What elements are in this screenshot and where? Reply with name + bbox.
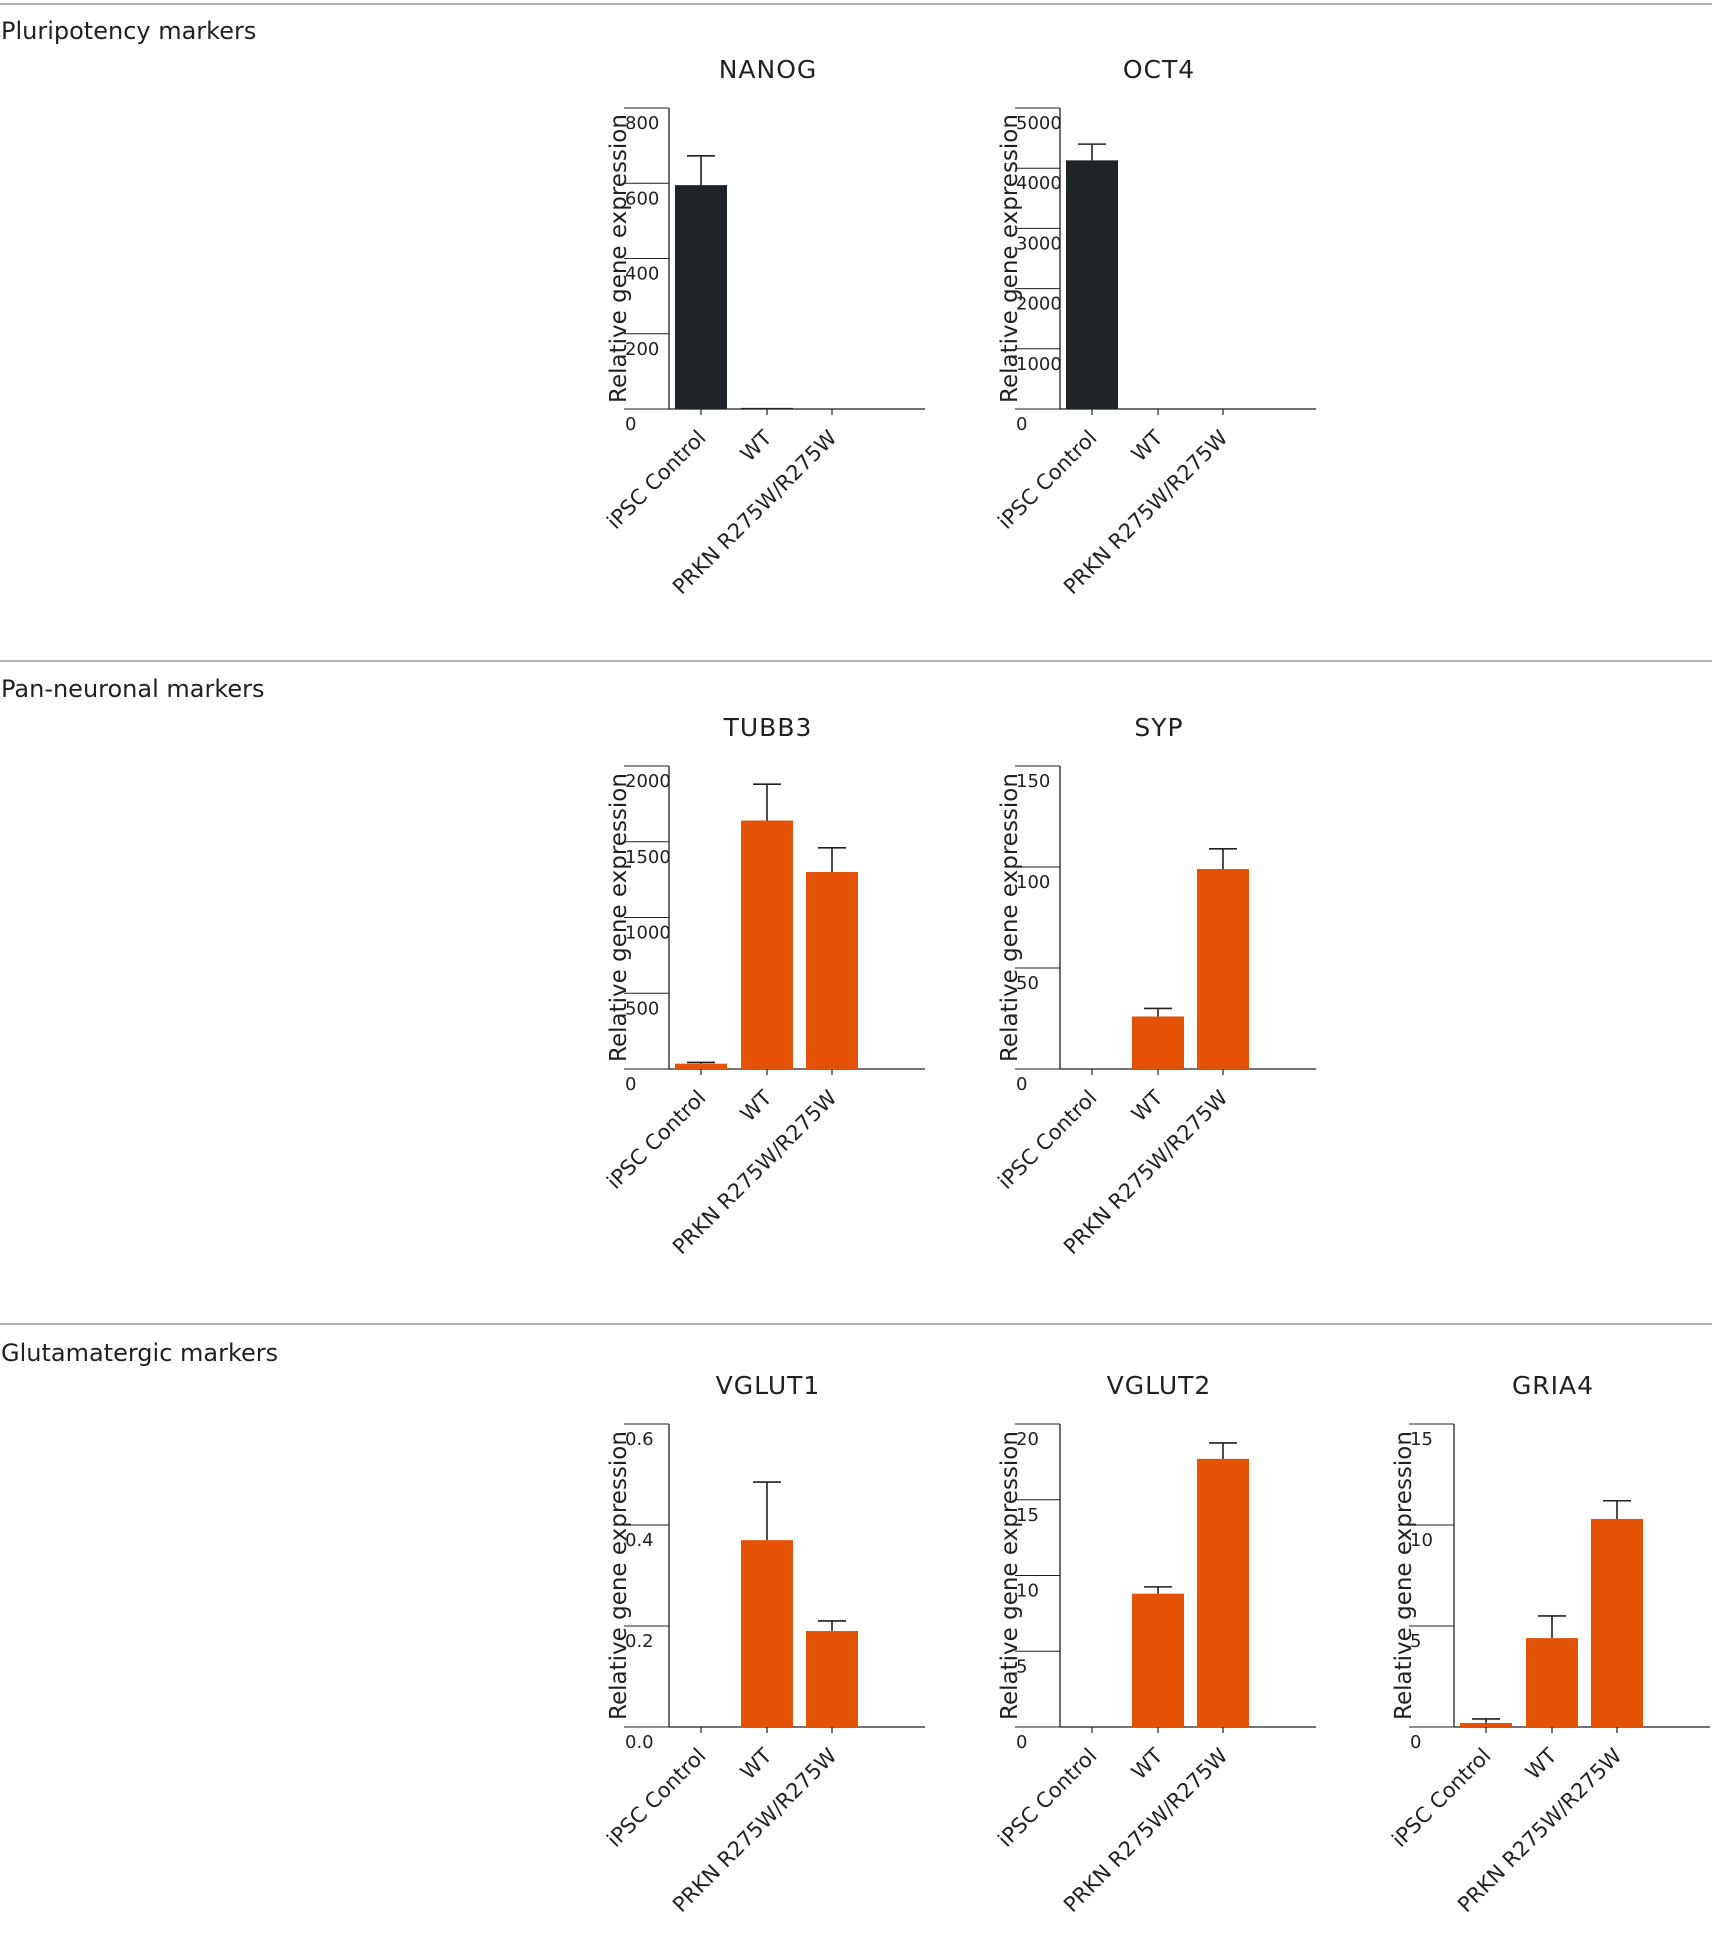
y-axis-label: Relative gene expression <box>606 1431 632 1720</box>
y-tick-label: 800 <box>625 113 659 134</box>
y-tick-label: 15 <box>1016 1505 1039 1526</box>
section-title: Pluripotency markers <box>1 17 256 45</box>
chart-vglut1: VGLUT1 Relative gene expression 0.0 0.2 0.4 0… <box>602 1371 925 1917</box>
x-category-label: iPSC Control <box>1387 1744 1495 1852</box>
chart-title: VGLUT2 <box>1107 1371 1212 1400</box>
x-category-label: WT <box>1127 425 1168 466</box>
chart-gria4: GRIA4 Relative gene expression 0 5 10 15 iPSC … <box>1387 1371 1710 1917</box>
y-tick-label: 20 <box>1016 1429 1039 1450</box>
chart-oct4: OCT4 Relative gene expression 0 1000 2000 300… <box>993 55 1316 599</box>
x-category-label: WT <box>1521 1743 1562 1784</box>
x-category-label: WT <box>1127 1085 1168 1126</box>
y-tick-label: 1000 <box>1016 354 1062 375</box>
chart-title: TUBB3 <box>723 713 813 742</box>
y-tick-label: 0 <box>1016 1074 1027 1095</box>
bar-prkn-r275w-r275w <box>806 1631 858 1727</box>
y-tick-label: 5 <box>1016 1656 1027 1677</box>
y-tick-label: 150 <box>1016 771 1050 792</box>
y-tick-label: 0 <box>1016 1732 1027 1753</box>
y-tick-label: 5000 <box>1016 113 1062 134</box>
y-tick-label: 1000 <box>625 923 671 944</box>
y-tick-label: 5 <box>1410 1631 1421 1652</box>
y-tick-label: 2000 <box>1016 294 1062 315</box>
bar-wt <box>1132 1016 1184 1069</box>
y-tick-label: 2000 <box>625 771 671 792</box>
bar-ipsc-control <box>1066 160 1118 409</box>
y-axis-label: Relative gene expression <box>997 114 1023 403</box>
x-category-label: iPSC Control <box>602 1744 710 1852</box>
x-category-label: iPSC Control <box>993 1086 1101 1194</box>
x-category-label: iPSC Control <box>602 426 710 534</box>
chart-syp: SYP Relative gene expression 0 50 100 150 iPSC… <box>993 713 1316 1259</box>
y-tick-label: 50 <box>1016 973 1039 994</box>
y-tick-label: 0.2 <box>625 1631 654 1652</box>
bar-wt <box>741 407 793 409</box>
bar-prkn-r275w-r275w <box>1197 1458 1249 1727</box>
y-tick-label: 0 <box>1410 1732 1421 1753</box>
x-category-label: WT <box>736 1085 777 1126</box>
bar-prkn-r275w-r275w <box>1197 869 1249 1069</box>
y-tick-label: 10 <box>1410 1530 1433 1551</box>
bar-ipsc-control <box>675 1063 727 1069</box>
bar-wt <box>741 1540 793 1727</box>
chart-title: OCT4 <box>1123 55 1195 84</box>
bar-ipsc-control <box>1460 1722 1512 1727</box>
y-tick-label: 15 <box>1410 1429 1433 1450</box>
section-title: Glutamatergic markers <box>1 1339 278 1367</box>
y-tick-label: 1500 <box>625 847 671 868</box>
x-category-label: WT <box>1127 1743 1168 1784</box>
x-category-label: iPSC Control <box>602 1086 710 1194</box>
section-title: Pan-neuronal markers <box>1 675 265 703</box>
y-tick-label: 0.4 <box>625 1530 654 1551</box>
bar-ipsc-control <box>675 185 727 409</box>
y-axis-label: Relative gene expression <box>1391 1431 1417 1720</box>
x-category-label: iPSC Control <box>993 1744 1101 1852</box>
y-tick-label: 400 <box>625 264 659 285</box>
y-tick-label: 100 <box>1016 872 1050 893</box>
chart-title: SYP <box>1134 713 1183 742</box>
y-tick-label: 4000 <box>1016 173 1062 194</box>
x-category-label: WT <box>736 1743 777 1784</box>
bar-prkn-r275w-r275w <box>1591 1518 1643 1727</box>
y-tick-label: 0 <box>1016 414 1027 435</box>
y-tick-label: 0.0 <box>625 1732 654 1753</box>
y-tick-label: 3000 <box>1016 233 1062 254</box>
x-category-label: WT <box>736 425 777 466</box>
y-tick-label: 500 <box>625 998 659 1019</box>
y-tick-label: 200 <box>625 339 659 360</box>
y-tick-label: 0.6 <box>625 1429 654 1450</box>
y-tick-label: 600 <box>625 188 659 209</box>
chart-title: VGLUT1 <box>716 1371 821 1400</box>
chart-title: GRIA4 <box>1512 1371 1594 1400</box>
bar-wt <box>1526 1638 1578 1727</box>
bar-wt <box>1132 1593 1184 1727</box>
chart-title: NANOG <box>719 55 818 84</box>
y-tick-label: 10 <box>1016 1581 1039 1602</box>
bar-wt <box>741 820 793 1069</box>
y-axis-label: Relative gene expression <box>997 773 1023 1062</box>
bar-prkn-r275w-r275w <box>806 872 858 1069</box>
y-tick-label: 0 <box>625 1074 636 1095</box>
y-tick-label: 0 <box>625 414 636 435</box>
x-category-label: iPSC Control <box>993 426 1101 534</box>
